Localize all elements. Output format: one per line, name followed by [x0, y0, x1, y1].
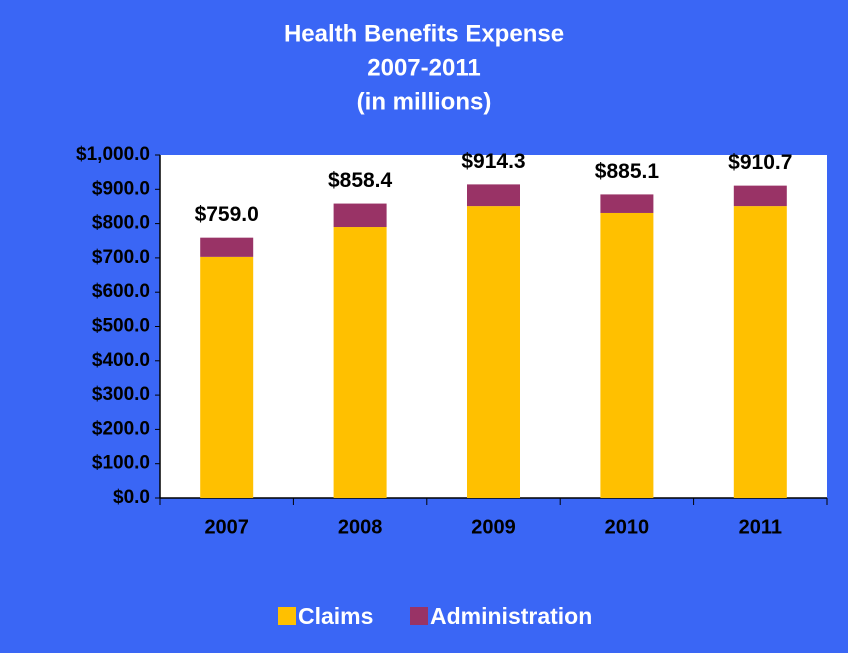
y-tick-label: $900.0: [92, 178, 150, 199]
total-label: $858.4: [328, 169, 393, 192]
bar-segment: [333, 203, 387, 228]
y-tick-label: $400.0: [92, 350, 150, 371]
y-tick-label: $200.0: [92, 418, 150, 439]
legend-label: Claims: [298, 603, 373, 629]
x-tick-label: 2007: [204, 516, 249, 538]
chart-title: 2007-2011: [367, 54, 480, 81]
legend-swatch: [410, 607, 428, 625]
x-tick-label: 2009: [471, 516, 516, 538]
bar-segment: [200, 237, 254, 257]
bar-segment: [600, 212, 654, 499]
bar-segment: [467, 206, 520, 498]
y-tick-label: $0.0: [113, 487, 150, 508]
y-tick-label: $1,000.0: [76, 144, 150, 165]
x-tick-label: 2010: [605, 516, 650, 538]
bar-segment: [467, 184, 520, 207]
y-tick-label: $600.0: [92, 281, 150, 302]
bar-segment: [733, 206, 787, 498]
bar-segment: [200, 256, 254, 498]
y-tick-label: $100.0: [92, 453, 150, 474]
x-tick-label: 2011: [739, 516, 782, 538]
y-tick-label: $500.0: [92, 316, 150, 337]
y-tick-label: $700.0: [92, 247, 150, 268]
total-label: $885.1: [595, 160, 660, 183]
bar-segment: [733, 185, 787, 207]
y-tick-label: $300.0: [92, 384, 150, 405]
y-tick-label: $800.0: [92, 213, 150, 234]
bar-segment: [333, 227, 387, 498]
legend-label: Administration: [430, 603, 592, 629]
chart-title: Health Benefits Expense: [284, 20, 564, 47]
bar-segment: [600, 194, 654, 213]
total-label: $759.0: [195, 203, 259, 226]
chart-title: (in millions): [357, 88, 492, 115]
total-label: $914.3: [461, 150, 525, 173]
legend-swatch: [278, 607, 296, 625]
total-label: $910.7: [728, 151, 792, 174]
x-tick-label: 2008: [338, 516, 383, 538]
